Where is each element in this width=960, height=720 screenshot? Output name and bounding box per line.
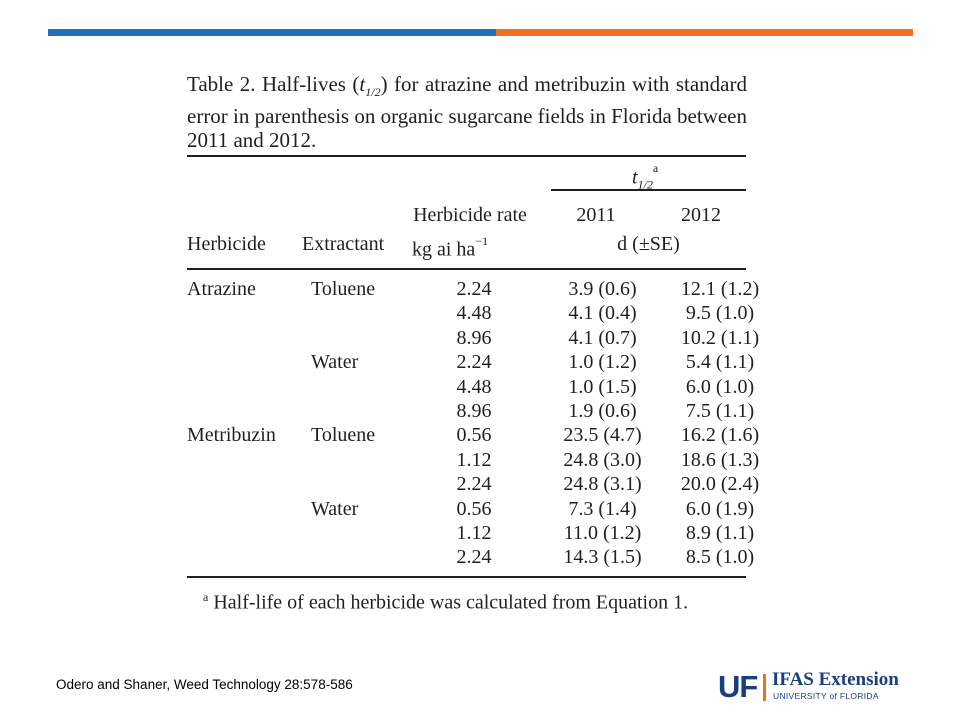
cell-2011: 14.3 (1.5) — [563, 546, 642, 569]
caption-prefix: Table 2. Half-lives ( — [187, 72, 360, 96]
table-row: Water 2.24 1.0 (1.2) 5.4 (1.1) — [187, 350, 754, 374]
cell-2011: 11.0 (1.2) — [563, 522, 642, 544]
cell-2012: 9.5 (1.0) — [685, 302, 755, 325]
logo-university-text: UNIVERSITY of FLORIDA — [773, 691, 879, 701]
header-herbicide: Herbicide — [187, 233, 266, 255]
header-t-half: t1/2 a — [632, 160, 658, 197]
footnote-mark: a — [203, 590, 209, 604]
cell-rate: 4.48 — [456, 375, 492, 398]
logo-ifas-text: IFAS Extension — [772, 669, 899, 690]
cell-2012: 12.1 (1.2) — [680, 278, 760, 300]
logo-separator — [763, 674, 766, 701]
table-row: 8.96 1.9 (0.6) 7.5 (1.1) — [187, 399, 755, 423]
cell-2011: 1.0 (1.5) — [568, 375, 637, 398]
cell-extractant: Water — [311, 351, 359, 374]
cell-herbicide: Atrazine — [187, 278, 256, 300]
cell-rate: 0.56 — [456, 497, 492, 520]
cell-rate: 1.12 — [456, 448, 492, 471]
cell-extractant: Toluene — [311, 424, 376, 447]
table-footnote: a Half-life of each herbicide was calcul… — [203, 585, 688, 615]
cell-2012: 7.5 (1.1) — [685, 400, 755, 422]
cell-extractant: Toluene — [311, 278, 376, 300]
header-rate-line1: Herbicide rate — [413, 204, 527, 226]
cell-2011: 1.0 (1.2) — [568, 351, 637, 374]
caption-suffix: ) for atrazine and metribuzin with stand… — [187, 72, 748, 153]
table-row: 2.24 24.8 (3.1) 20.0 (2.4) — [187, 472, 760, 496]
table-row: Atrazine Toluene 2.24 3.9 (0.6) 12.1 (1.2) — [187, 277, 759, 301]
table-row: 8.96 4.1 (0.7) 10.2 (1.1) — [187, 326, 760, 350]
cell-2011: 7.3 (1.4) — [568, 497, 637, 520]
table-row: 1.12 11.0 (1.2) 8.9 (1.1) — [187, 521, 755, 545]
table-bottom-rule — [187, 576, 746, 578]
header-rate-exponent: −1 — [475, 234, 489, 248]
cell-rate: 2.24 — [456, 473, 492, 496]
cell-2012: 8.9 (1.1) — [685, 522, 755, 544]
caption-t-symbol: t — [359, 72, 366, 96]
uf-logo-mark: UF — [718, 669, 758, 704]
accent-bar-blue — [48, 29, 496, 36]
citation: Odero and Shaner, Weed Technology 28:578… — [56, 677, 353, 692]
table-row: 4.48 1.0 (1.5) 6.0 (1.0) — [187, 375, 755, 399]
cell-2012: 10.2 (1.1) — [680, 326, 760, 349]
cell-2011: 4.1 (0.4) — [568, 302, 637, 325]
cell-2011: 23.5 (4.7) — [563, 424, 642, 447]
header-year-2011: 2011 — [576, 204, 616, 226]
table-top-rule — [187, 155, 746, 157]
cell-2012: 20.0 (2.4) — [680, 473, 760, 496]
accent-bar-orange — [496, 29, 913, 36]
table-caption: Table 2. Half-lives (t1/2) for atrazine … — [187, 72, 747, 152]
cell-rate: 2.24 — [456, 351, 492, 374]
table-row: 2.24 14.3 (1.5) 8.5 (1.0) — [187, 545, 755, 569]
cell-2011: 24.8 (3.1) — [563, 473, 642, 496]
cell-herbicide: Metribuzin — [187, 424, 276, 447]
cell-2012: 8.5 (1.0) — [685, 546, 755, 569]
cell-rate: 8.96 — [456, 326, 492, 349]
cell-2011: 4.1 (0.7) — [568, 326, 637, 349]
cell-rate: 0.56 — [456, 424, 492, 447]
header-rate-unit: kg ai ha — [412, 238, 476, 261]
cell-rate: 4.48 — [456, 302, 492, 325]
cell-rate: 1.12 — [456, 522, 492, 544]
table-row: 4.48 4.1 (0.4) 9.5 (1.0) — [187, 301, 755, 325]
cell-2011: 24.8 (3.0) — [563, 448, 642, 471]
cell-rate: 2.24 — [456, 546, 492, 569]
table-row: Water 0.56 7.3 (1.4) 6.0 (1.9) — [187, 497, 754, 521]
cell-rate: 8.96 — [456, 400, 492, 422]
header-t-subscript: 1/2 — [637, 177, 653, 192]
footnote-text: Half-life of each herbicide was calculat… — [208, 591, 689, 614]
table-spanner-rule — [551, 189, 746, 191]
header-rate-line2: kg ai ha−1 — [412, 232, 488, 262]
cell-2012: 6.0 (1.9) — [685, 497, 755, 520]
table-header-rule — [187, 268, 746, 270]
cell-rate: 2.24 — [456, 278, 492, 300]
header-unit: d (±SE) — [617, 233, 680, 255]
header-year-2012: 2012 — [681, 204, 721, 226]
cell-2012: 16.2 (1.6) — [680, 424, 760, 447]
cell-2012: 5.4 (1.1) — [685, 351, 755, 374]
header-extractant: Extractant — [302, 233, 385, 255]
caption-t-subscript: 1/2 — [365, 85, 381, 100]
cell-2011: 1.9 (0.6) — [568, 400, 637, 422]
cell-extractant: Water — [311, 497, 359, 520]
cell-2011: 3.9 (0.6) — [568, 278, 637, 300]
cell-2012: 18.6 (1.3) — [680, 448, 760, 471]
table-row: 1.12 24.8 (3.0) 18.6 (1.3) — [187, 448, 760, 472]
cell-2012: 6.0 (1.0) — [685, 375, 755, 398]
header-t-symbol: t — [632, 166, 638, 189]
header-footnote-mark: a — [652, 161, 659, 175]
table-row: Metribuzin Toluene 0.56 23.5 (4.7) 16.2 (1.6… — [187, 423, 759, 447]
